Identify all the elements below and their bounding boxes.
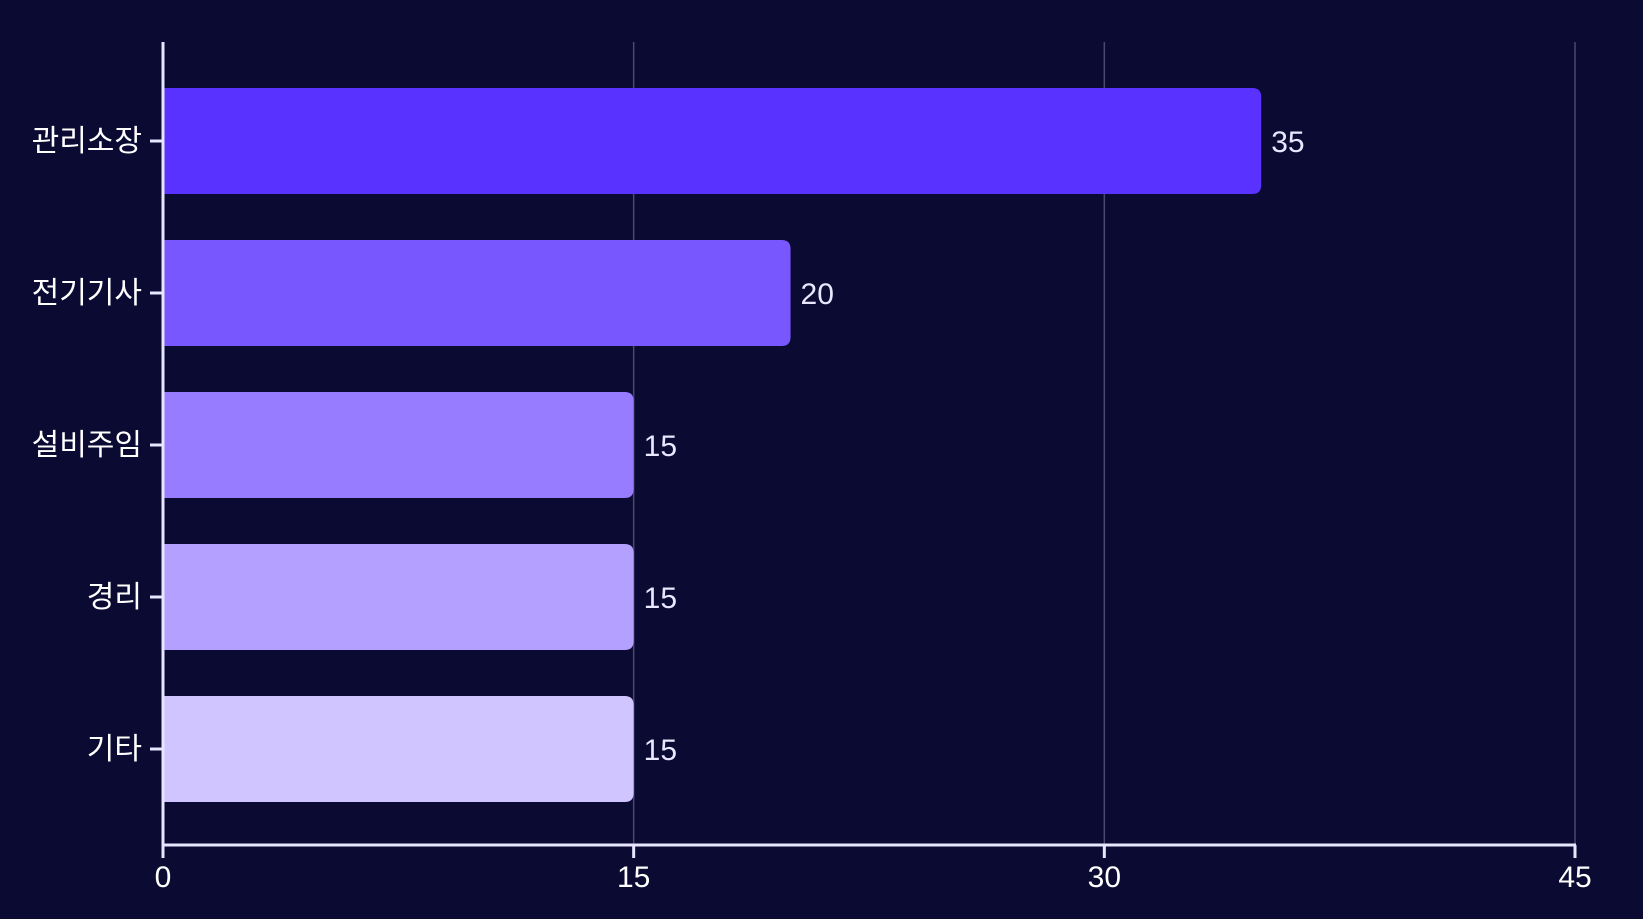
- x-tick-label-30: 30: [1088, 861, 1121, 894]
- bar-5: [163, 696, 634, 802]
- value-label-5: 15: [644, 734, 677, 767]
- bar-4: [163, 544, 634, 650]
- x-tick-label-0: 0: [155, 861, 172, 894]
- x-tick-label-15: 15: [617, 861, 650, 894]
- category-label-5: 기타: [87, 733, 142, 766]
- bars: [163, 88, 1262, 802]
- category-label-4: 경리: [87, 581, 142, 614]
- x-tick-label-45: 45: [1558, 861, 1591, 894]
- labels: 35 관리소장 20 전기기사 15 설비주임 15 경리 15 기타 0 15 30 45: [32, 125, 1592, 894]
- value-label-1: 35: [1271, 126, 1304, 159]
- value-label-3: 15: [644, 430, 677, 463]
- category-label-1: 관리소장: [32, 125, 142, 158]
- value-label-2: 20: [801, 278, 834, 311]
- value-label-4: 15: [644, 582, 677, 615]
- axes: [150, 42, 1577, 858]
- category-label-3: 설비주임: [32, 429, 142, 462]
- bar-3: [163, 392, 634, 498]
- category-label-2: 전기기사: [32, 277, 142, 310]
- bar-1: [163, 88, 1262, 194]
- bar-2: [163, 240, 791, 346]
